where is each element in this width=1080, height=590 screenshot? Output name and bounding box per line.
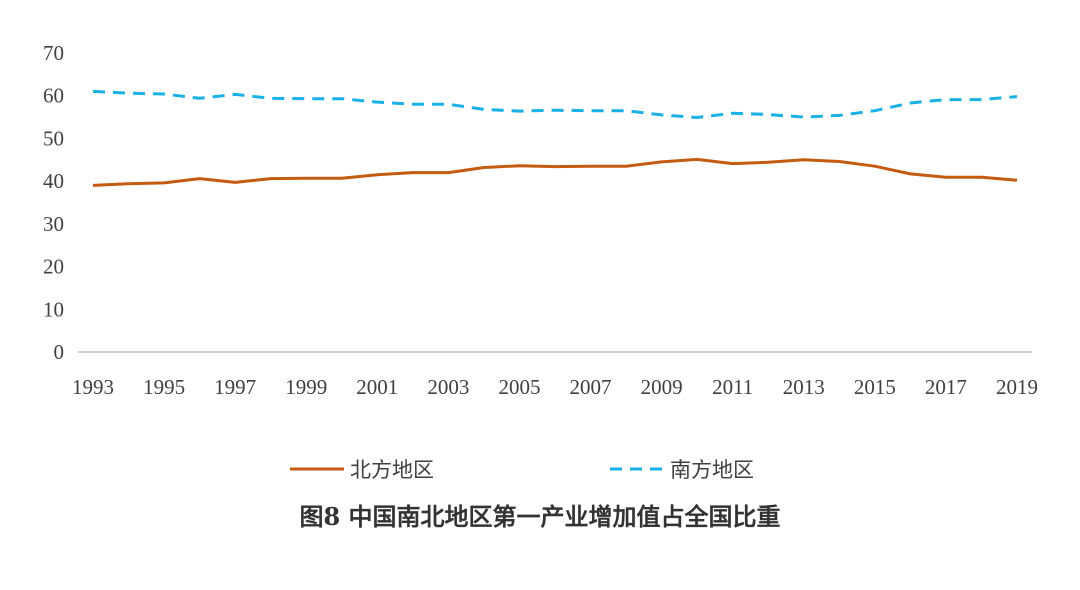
x-tick-label: 2013 [783, 375, 825, 399]
x-axis-tick-labels: 1993 1995 1997 1999 2001 2003 2005 2007 2009 2011… [72, 375, 1038, 399]
x-tick-label: 2007 [570, 375, 612, 399]
x-tick-label: 1997 [214, 375, 256, 399]
x-tick-label: 2011 [712, 375, 753, 399]
figure-caption: 图8 中国南北地区第一产业增加值占全国比重 [299, 502, 781, 531]
y-tick-label: 40 [43, 169, 64, 193]
x-tick-label: 1993 [72, 375, 114, 399]
legend-label-north: 北方地区 [350, 458, 434, 482]
x-tick-label: 1999 [285, 375, 327, 399]
series-lines [92, 89, 1018, 187]
x-tick-label: 2005 [498, 375, 540, 399]
series-line-south [92, 89, 1018, 119]
legend-label-south: 南方地区 [670, 458, 754, 482]
y-axis-tick-labels: 0 10 20 30 40 50 60 70 [43, 41, 64, 364]
x-tick-label: 2015 [854, 375, 896, 399]
x-tick-label: 2001 [356, 375, 398, 399]
y-tick-label: 0 [54, 340, 65, 364]
series-line-north [92, 157, 1018, 187]
x-tick-label: 1995 [143, 375, 185, 399]
x-tick-label: 2003 [427, 375, 469, 399]
legend: 北方地区 南方地区 [290, 458, 754, 482]
y-tick-label: 60 [43, 84, 64, 108]
y-tick-label: 10 [43, 297, 64, 321]
x-tick-label: 2019 [996, 375, 1038, 399]
y-tick-label: 20 [43, 255, 64, 279]
y-tick-label: 30 [43, 212, 64, 236]
x-tick-label: 2017 [925, 375, 967, 399]
x-tick-label: 2009 [641, 375, 683, 399]
y-tick-label: 70 [43, 41, 64, 65]
y-tick-label: 50 [43, 126, 64, 150]
